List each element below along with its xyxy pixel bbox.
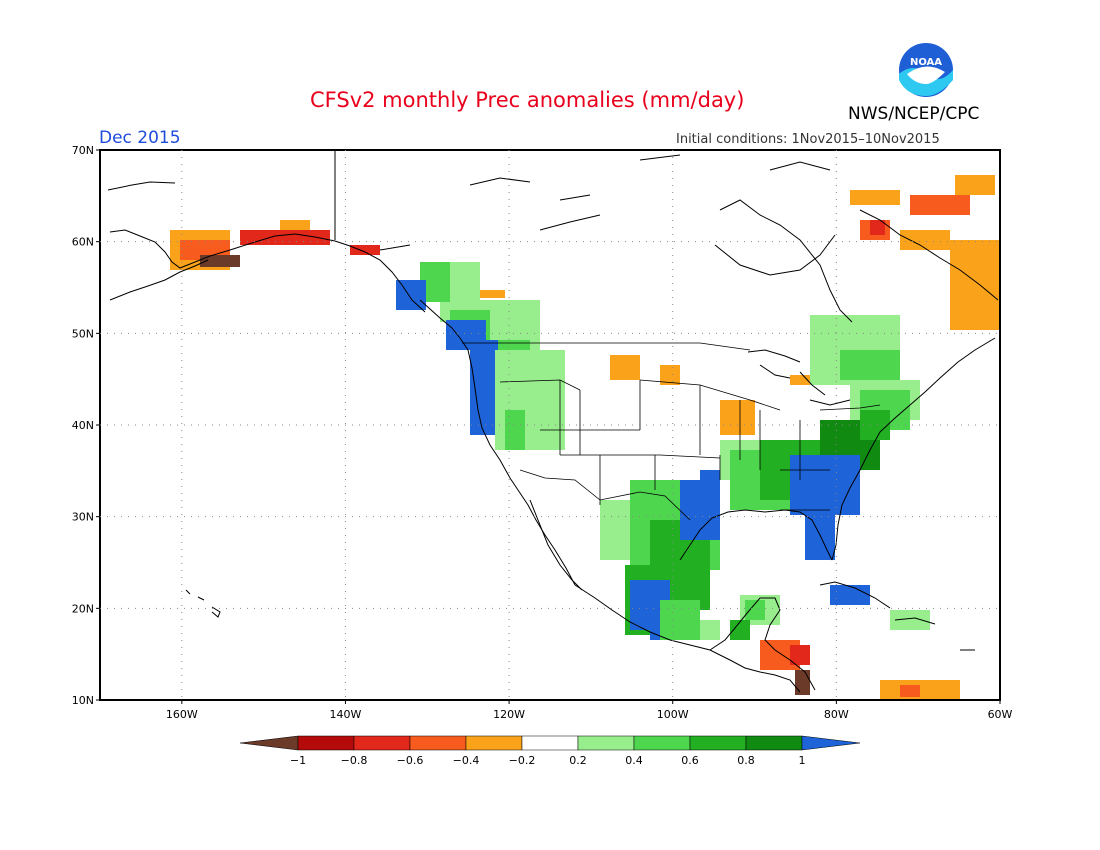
colorbar-cell: [633, 735, 691, 751]
colorbar-cell: [745, 735, 803, 751]
coastline-layer: [107, 150, 999, 693]
lat-label: 70N: [72, 144, 94, 157]
lon-label: 60W: [988, 708, 1013, 721]
colorbar-arrow-low: [239, 735, 299, 751]
colorbar-label: −0.6: [397, 754, 424, 767]
colorbar-label: 0.2: [569, 754, 587, 767]
anomaly-cell: [870, 220, 885, 235]
colorbar-label: −1: [290, 754, 306, 767]
axes-layer: 70N 60N 50N 40N 30N 20N 10N 160W 140W 120W 100W 80W…: [72, 144, 1013, 721]
chart-title: CFSv2 monthly Prec anomalies (mm/day): [310, 88, 745, 112]
anomaly-cell: [700, 620, 720, 640]
lon-label: 100W: [657, 708, 689, 721]
anomaly-cell: [790, 375, 810, 385]
lon-label: 80W: [824, 708, 849, 721]
anomaly-cell: [535, 395, 560, 415]
anomaly-cell: [505, 410, 525, 450]
colorbar-label: 1: [799, 754, 806, 767]
colorbar-label: 0.8: [737, 754, 755, 767]
lat-label: 20N: [72, 602, 94, 615]
colorbar-cell: [465, 735, 523, 751]
colorbar-label: 0.4: [625, 754, 643, 767]
colorbar-cell: [297, 735, 355, 751]
anomaly-cell: [280, 220, 310, 230]
anomaly-cell: [955, 175, 995, 195]
anomaly-cell: [480, 290, 505, 298]
anomaly-cell: [900, 685, 920, 697]
colorbar: −1 −0.8 −0.6 −0.4 −0.2 0.2 0.4 0.6 0.8 1: [239, 735, 861, 767]
lat-label: 40N: [72, 419, 94, 432]
colorbar-label: −0.2: [509, 754, 536, 767]
lon-label: 140W: [330, 708, 362, 721]
anomaly-cell: [700, 470, 720, 510]
graticule: [100, 150, 1000, 700]
colorbar-label: 0.6: [681, 754, 699, 767]
anomaly-cell: [790, 645, 810, 665]
lon-label: 160W: [166, 708, 198, 721]
anomaly-cell: [720, 400, 755, 435]
colorbar-cell: [353, 735, 411, 751]
lat-label: 50N: [72, 327, 94, 340]
colorbar-cell: [689, 735, 747, 751]
anomaly-cell: [890, 610, 930, 630]
anomaly-cell: [950, 240, 1000, 330]
lat-label: 60N: [72, 236, 94, 249]
anomaly-cell: [610, 355, 640, 380]
anomaly-cell: [396, 280, 426, 310]
anomaly-cell: [830, 585, 870, 605]
anomaly-cell: [850, 190, 900, 205]
anomaly-cell: [350, 245, 380, 255]
noaa-logo: NOAA: [893, 40, 959, 104]
anomaly-cell: [240, 230, 330, 245]
anomaly-cell: [200, 255, 240, 267]
logo-text: NOAA: [910, 57, 942, 68]
lon-label: 120W: [493, 708, 525, 721]
forecast-period: Dec 2015: [99, 128, 181, 148]
anomaly-layer: [170, 175, 1000, 700]
colorbar-cell: [521, 735, 579, 751]
anomaly-cell: [745, 600, 765, 620]
anomaly-cell: [730, 620, 750, 640]
anomaly-cell: [900, 230, 950, 250]
anomaly-cell: [860, 410, 890, 440]
colorbar-label: −0.4: [453, 754, 480, 767]
source-label: NWS/NCEP/CPC: [848, 104, 980, 124]
colorbar-arrow-high: [801, 735, 861, 751]
anomaly-cell: [790, 455, 860, 515]
border-layer: [462, 342, 881, 521]
initial-conditions: Initial conditions: 1Nov2015–10Nov2015: [676, 132, 940, 147]
colorbar-label: −0.8: [341, 754, 368, 767]
anomaly-cell: [795, 670, 810, 695]
anomaly-cell: [660, 365, 680, 385]
lat-label: 10N: [72, 694, 94, 707]
colorbar-cell: [577, 735, 635, 751]
anomaly-cell: [840, 350, 900, 380]
anomaly-cell: [660, 600, 700, 640]
anomaly-cell: [910, 195, 970, 215]
lat-label: 30N: [72, 511, 94, 524]
colorbar-cell: [409, 735, 467, 751]
anomaly-cell: [470, 340, 498, 435]
